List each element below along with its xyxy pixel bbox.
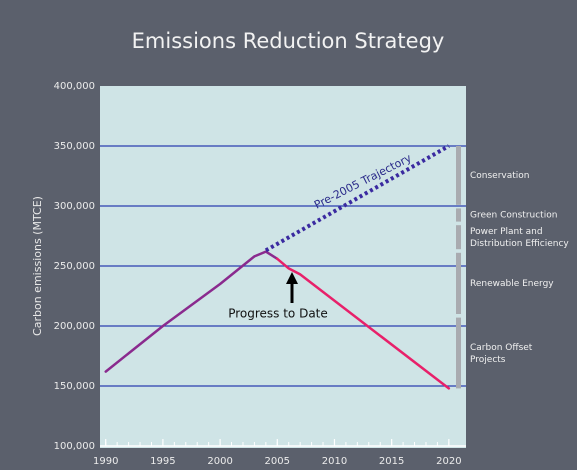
y-tick-label: 350,000: [54, 141, 95, 152]
line-series: [276, 257, 451, 390]
progress-annotation: Progress to Date: [228, 307, 328, 321]
y-tick-label: 200,000: [54, 321, 95, 332]
line-series: [104, 250, 279, 373]
bracket-label-line: Projects: [470, 355, 506, 365]
bracket-label: Conservation: [470, 171, 530, 181]
x-tick-label: 2000: [207, 456, 232, 467]
bracket-segment: [456, 146, 461, 205]
y-tick-label: 250,000: [54, 261, 95, 272]
arrow-head: [286, 272, 298, 284]
x-tick-label: 2010: [322, 456, 347, 467]
bracket-segment: [456, 317, 461, 389]
plot-area: [100, 86, 466, 448]
line-series: [264, 144, 450, 253]
bracket-label: Power Plant and Distribution Efficiency: [470, 227, 569, 249]
x-tick-label: 1995: [150, 456, 175, 467]
bracket-label-line: Distribution Efficiency: [470, 239, 569, 249]
y-tick-label: 400,000: [54, 81, 95, 92]
bracket-label-line: Power Plant and: [470, 227, 543, 237]
chart-title: Emissions Reduction Strategy: [132, 29, 445, 53]
bracket-segment: [456, 252, 461, 314]
x-tick-label: 2005: [265, 456, 290, 467]
bracket-label-line: Carbon Offset: [470, 343, 533, 353]
x-tick-label: 1990: [93, 456, 118, 467]
bracket-label: Carbon Offset Projects: [470, 343, 533, 365]
bracket-label: Renewable Energy: [470, 279, 554, 289]
y-axis-label: Carbon emissions (MTCE): [31, 196, 44, 336]
bracket-label: Green Construction: [470, 211, 557, 221]
y-tick-label: 150,000: [54, 381, 95, 392]
bracket-segment: [456, 208, 461, 222]
bracket-segment: [456, 225, 461, 250]
y-tick-label: 300,000: [54, 201, 95, 212]
x-tick-label: 2020: [436, 456, 461, 467]
x-tick-label: 2015: [379, 456, 404, 467]
y-tick-label: 100,000: [54, 441, 95, 452]
